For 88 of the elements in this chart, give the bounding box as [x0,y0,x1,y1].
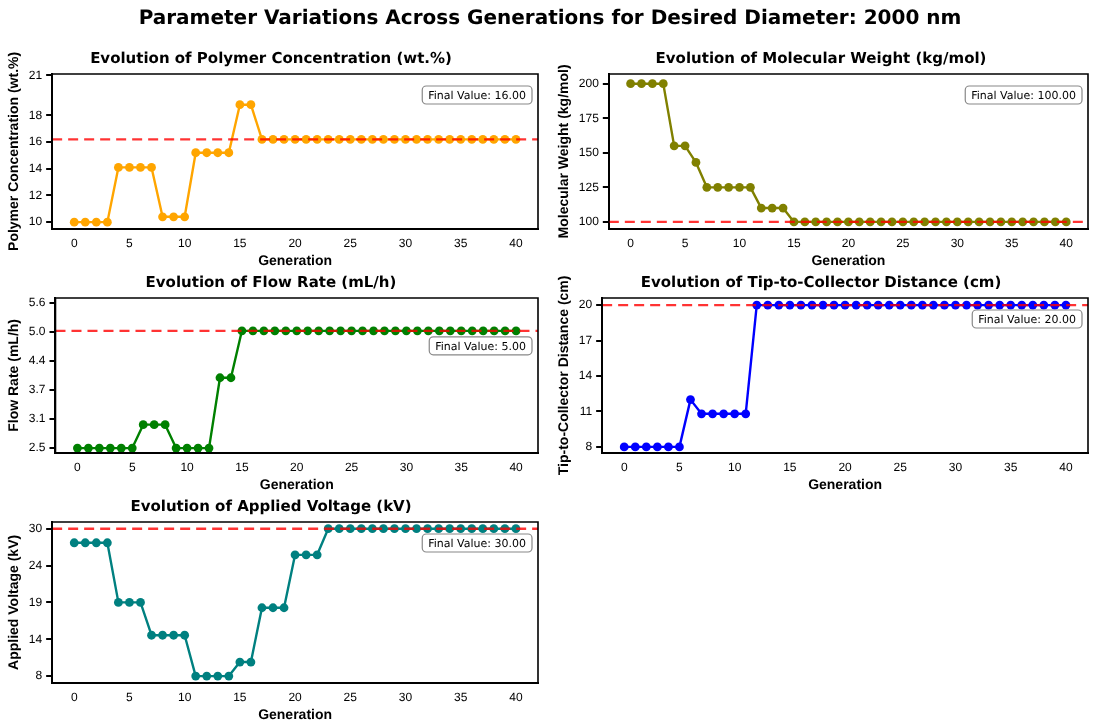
point [246,657,256,667]
point [226,373,236,383]
point [746,182,755,192]
point [708,409,717,419]
point [158,630,167,640]
point [158,212,167,222]
point [778,203,788,213]
point [626,79,635,89]
point [193,443,203,453]
point [290,550,300,560]
point [691,158,701,167]
point [138,420,148,430]
point [213,148,223,158]
point [686,395,695,405]
point [116,443,126,453]
point [641,442,651,452]
point [756,203,766,213]
point [114,163,123,172]
point [69,217,79,227]
point [169,212,179,222]
point [136,163,145,172]
point [169,630,179,640]
point [697,409,706,419]
point [83,443,93,453]
point [224,148,234,158]
point [73,443,82,453]
point [724,182,734,192]
point [213,671,223,681]
point [268,603,278,613]
point [69,538,79,548]
point [94,443,104,453]
point [379,524,388,534]
point [664,442,673,452]
point [191,671,201,681]
point [741,409,751,419]
point [91,217,101,227]
point [257,603,267,613]
point [336,326,346,336]
point [312,550,322,560]
point [191,148,201,158]
point [180,630,190,640]
text: Parameter Variations Across Generations for Desired Diameter: 2000 nm [136,6,964,34]
point [630,442,640,452]
point [767,203,777,213]
point [171,443,181,453]
point [637,79,646,89]
point [669,141,679,151]
point [412,524,421,534]
point [224,671,234,681]
point [702,182,712,192]
point [149,420,159,430]
point [619,442,629,452]
point [80,538,90,548]
point [235,657,245,667]
point [147,163,156,172]
point [147,630,156,640]
point [202,671,212,681]
point [215,373,225,383]
point [80,217,90,227]
point [91,538,101,548]
point [719,409,729,419]
point [105,443,115,453]
point [445,524,455,534]
point [102,217,112,227]
point [127,443,137,453]
point [658,79,668,89]
point [114,598,123,607]
point [125,598,134,607]
point [202,148,212,158]
point [369,326,378,336]
point [160,420,170,430]
point [246,100,256,110]
point [301,550,311,560]
point [652,442,662,452]
point [675,442,684,452]
point [180,212,190,222]
point [102,538,112,548]
point [730,409,740,419]
point [204,443,214,453]
point [680,141,690,151]
point [647,79,657,89]
point [735,182,744,192]
point [182,443,192,453]
point [279,603,289,613]
point [235,100,245,110]
point [136,598,145,607]
point [713,182,723,192]
point [125,163,134,172]
